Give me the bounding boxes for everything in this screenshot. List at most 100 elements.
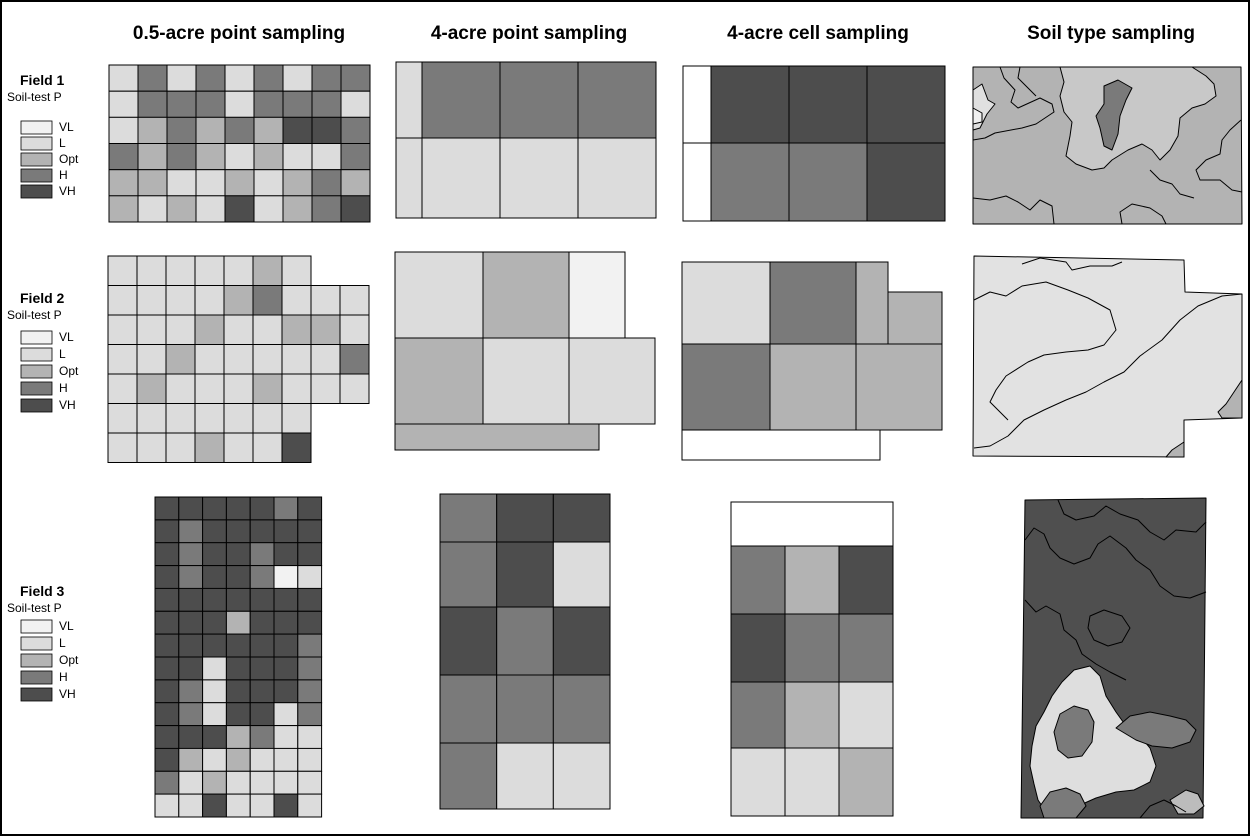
legend-swatch-opt: [20, 364, 53, 379]
map-cell-vh: [225, 702, 251, 727]
map-cell-vh: [154, 702, 180, 727]
map-cell-vh: [866, 65, 946, 144]
map-cell-l: [108, 116, 139, 145]
field-2-title: Field 2: [20, 290, 65, 306]
map-cell-vh: [297, 610, 323, 635]
map-cell-h: [178, 542, 204, 567]
map-cell-vh: [202, 496, 227, 521]
map-cell-l: [107, 373, 138, 404]
map-cell-vh: [297, 519, 323, 544]
map-cell-l: [107, 403, 138, 434]
legend-swatch-h: [20, 670, 53, 685]
soil-zone-l-line: [973, 281, 1117, 421]
map-cell-vh: [249, 519, 275, 544]
map-cell-l: [195, 169, 226, 197]
map-cell-h: [311, 64, 342, 92]
map-cell-w: [730, 501, 894, 547]
map-cell-l: [282, 143, 313, 171]
map-cell-l: [194, 255, 225, 286]
map-cell-l: [194, 373, 225, 404]
map-cell-l: [223, 255, 254, 286]
map-cell-vh: [225, 633, 251, 658]
map-cell-vh: [249, 587, 275, 612]
map-cell-h: [252, 285, 283, 316]
legend-swatch-opt: [20, 152, 53, 167]
map-cell-l: [166, 169, 197, 197]
soil-zone-vh-line: [1139, 799, 1187, 819]
map-cell-l: [499, 137, 579, 219]
map-cell-l: [281, 255, 312, 286]
soil-zone-l-line: [973, 293, 1243, 449]
map-cell-vh: [154, 565, 180, 589]
legend-label-h: H: [59, 168, 68, 182]
map-cell-h: [730, 681, 786, 749]
map-cell-vh: [249, 679, 275, 704]
map-cell-h: [340, 143, 371, 171]
map-cell-vh: [154, 679, 180, 704]
field-1-4acre-cell-map: [682, 65, 946, 222]
map-cell-vh: [249, 656, 275, 681]
map-cell-h: [166, 143, 197, 171]
map-cell-h: [552, 674, 611, 744]
map-cell-l: [496, 742, 554, 810]
map-cell-l: [273, 770, 299, 795]
map-cell-l: [310, 285, 341, 316]
map-cell-h: [311, 195, 342, 223]
map-cell-l: [136, 344, 167, 375]
map-cell-h: [439, 742, 498, 810]
map-cell-l: [136, 403, 167, 434]
map-cell-l: [165, 314, 196, 345]
map-cell-l: [249, 770, 275, 795]
map-cell-opt: [166, 195, 197, 223]
map-cell-opt: [225, 747, 251, 772]
map-cell-l: [223, 344, 254, 375]
map-cell-opt: [340, 169, 371, 197]
map-cell-opt: [136, 373, 167, 404]
map-cell-opt: [178, 747, 204, 772]
legend-label-h: H: [59, 381, 68, 395]
map-cell-h: [730, 545, 786, 615]
map-cell-l: [681, 261, 771, 345]
map-cell-vh: [297, 542, 323, 567]
map-cell-l: [252, 344, 283, 375]
map-cell-h: [769, 261, 857, 345]
map-cell-l: [730, 747, 786, 817]
column-title-4acre-cell: 4-acre cell sampling: [727, 23, 909, 44]
legend-label-l: L: [59, 636, 66, 650]
map-cell-l: [297, 793, 323, 818]
field-2-subtitle: Soil-test P: [7, 308, 62, 322]
map-cell-l: [194, 403, 225, 434]
map-cell-l: [108, 90, 139, 118]
map-cell-vh: [202, 633, 227, 658]
map-cell-l: [784, 747, 840, 817]
map-cell-vh: [273, 679, 299, 704]
map-cell-l: [253, 195, 284, 223]
map-cell-vh: [838, 545, 894, 615]
map-cell-l: [202, 679, 227, 704]
map-cell-l: [225, 770, 251, 795]
field-3-soil-type-map: [1020, 497, 1207, 819]
map-cell-vh: [710, 65, 790, 144]
map-cell-l: [273, 725, 299, 749]
map-cell-opt: [252, 373, 283, 404]
map-cell-h: [710, 142, 790, 222]
field-3-4acre-point-map: [439, 493, 611, 810]
map-cell-l: [136, 314, 167, 345]
map-cell-vh: [273, 542, 299, 567]
map-cell-vl: [568, 251, 626, 339]
soil-zone-l: [1029, 665, 1157, 813]
field-1-half-acre-point-map: [108, 64, 371, 223]
map-cell-l: [136, 255, 167, 286]
soil-zone-l-band: [1059, 66, 1217, 171]
soil-zone-opt: [1217, 379, 1243, 419]
map-cell-vh: [224, 195, 255, 223]
map-cell-l: [281, 344, 312, 375]
map-cell-h: [154, 770, 180, 795]
map-cell-h: [249, 565, 275, 589]
legend-swatch-l: [20, 347, 53, 362]
map-cell-opt: [282, 169, 313, 197]
map-cell-vh: [249, 633, 275, 658]
map-cell-h: [178, 565, 204, 589]
map-cell-l: [482, 337, 570, 425]
